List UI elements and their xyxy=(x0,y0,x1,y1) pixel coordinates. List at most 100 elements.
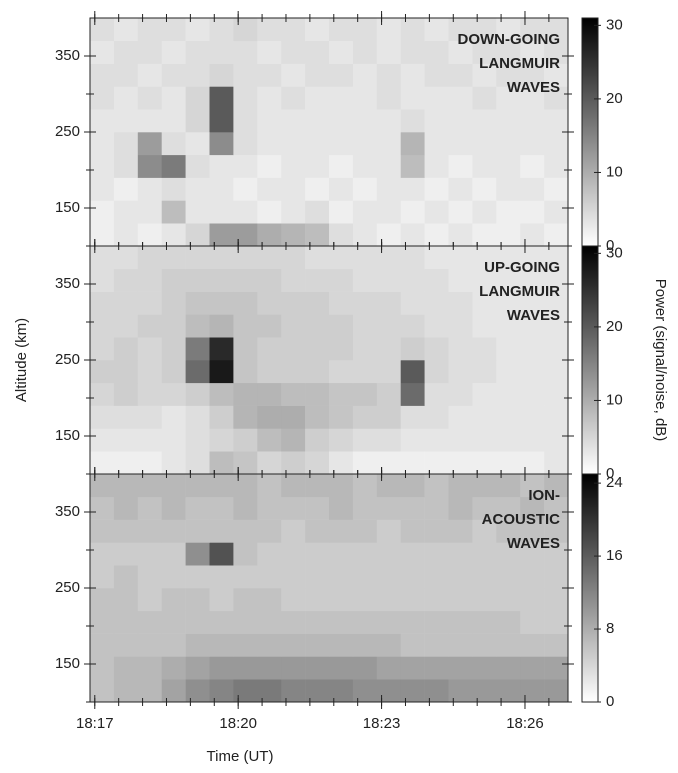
heat-cell xyxy=(137,496,162,520)
heat-cell xyxy=(161,474,186,498)
heat-cell xyxy=(305,656,330,680)
heat-cell xyxy=(209,314,234,338)
heat-cell xyxy=(113,132,139,156)
heat-cell xyxy=(400,633,425,657)
heat-cell xyxy=(376,565,401,589)
heat-cell xyxy=(90,246,115,270)
heat-cell xyxy=(400,428,425,452)
heat-cell xyxy=(544,656,568,680)
heat-cell xyxy=(257,451,282,474)
heat-cell xyxy=(424,656,449,680)
heat-cell xyxy=(209,474,234,498)
heat-cell xyxy=(113,428,139,452)
heat-cell xyxy=(448,63,473,87)
heat-cell xyxy=(329,223,354,246)
heat-cell xyxy=(496,86,521,110)
heat-cell xyxy=(424,679,449,702)
heat-cell xyxy=(520,633,545,657)
x-tick-label: 18:17 xyxy=(76,715,114,732)
heat-cell xyxy=(305,18,330,42)
heat-cell xyxy=(281,132,306,156)
heat-cell xyxy=(185,360,210,384)
heat-cell xyxy=(400,542,425,566)
heat-cell xyxy=(424,451,449,474)
heat-cell xyxy=(185,154,210,178)
heat-cell xyxy=(257,360,282,384)
heat-cell xyxy=(185,40,210,64)
heat-cell xyxy=(257,610,282,634)
heat-cell xyxy=(544,474,568,498)
y-tick-label: 150 xyxy=(55,199,80,216)
heat-cell xyxy=(400,610,425,634)
heat-cell xyxy=(161,451,186,474)
colorbar-label: Power (signal/noise, dB) xyxy=(652,279,669,442)
heat-cell xyxy=(496,246,521,270)
heat-cell xyxy=(424,177,449,201)
heat-cell xyxy=(544,63,568,87)
heat-cell xyxy=(544,633,568,657)
heat-cell xyxy=(496,360,521,384)
heat-cell xyxy=(472,588,497,612)
heat-cell xyxy=(113,223,139,246)
y-tick-label: 250 xyxy=(55,579,80,596)
heat-cell xyxy=(520,268,545,292)
heat-cell xyxy=(281,40,306,64)
heat-cell xyxy=(496,291,521,315)
heat-cell xyxy=(376,18,401,42)
heat-cell xyxy=(544,542,568,566)
heat-cell xyxy=(90,268,115,292)
heat-cell xyxy=(233,428,258,452)
heat-cell xyxy=(376,246,401,270)
colorbar xyxy=(581,245,599,475)
heat-cell xyxy=(113,451,139,474)
heat-cell xyxy=(185,314,210,338)
heat-cell xyxy=(544,132,568,156)
heat-cell xyxy=(233,405,258,429)
heat-cell xyxy=(137,519,162,543)
heat-cell xyxy=(209,405,234,429)
heat-cell xyxy=(352,18,378,42)
heat-cell xyxy=(520,428,545,452)
colorbar-tick-label: 0 xyxy=(606,693,614,710)
heat-cell xyxy=(496,610,521,634)
heat-cell xyxy=(448,177,473,201)
heat-cell xyxy=(137,451,162,474)
heat-cell xyxy=(137,633,162,657)
heat-cell xyxy=(400,200,425,224)
heat-cell xyxy=(209,496,234,520)
heat-cell xyxy=(281,154,306,178)
heat-cell xyxy=(305,519,330,543)
heat-cell xyxy=(185,18,210,42)
heat-cell xyxy=(496,405,521,429)
heat-cell xyxy=(329,474,354,498)
heat-cell xyxy=(233,200,258,224)
heat-cell xyxy=(137,405,162,429)
heat-cell xyxy=(209,154,234,178)
heat-cell xyxy=(257,542,282,566)
heat-cell xyxy=(329,542,354,566)
heat-cell xyxy=(90,428,115,452)
heat-cell xyxy=(472,382,497,406)
heat-cell xyxy=(424,565,449,589)
heat-cell xyxy=(209,633,234,657)
heat-cell xyxy=(448,405,473,429)
heat-cell xyxy=(496,428,521,452)
heat-cell xyxy=(113,519,139,543)
heat-cell xyxy=(424,428,449,452)
heat-cell xyxy=(329,291,354,315)
panel-annotation: ACOUSTIC xyxy=(482,511,561,528)
heat-cell xyxy=(281,519,306,543)
heat-cell xyxy=(352,63,378,87)
heat-cell xyxy=(352,337,378,361)
heat-cell xyxy=(400,268,425,292)
heat-cell xyxy=(233,588,258,612)
heat-cell xyxy=(233,542,258,566)
heat-cell xyxy=(185,633,210,657)
heat-cell xyxy=(305,382,330,406)
heat-cell xyxy=(209,610,234,634)
heat-cell xyxy=(281,86,306,110)
heat-cell xyxy=(496,496,521,520)
heat-cell xyxy=(520,519,545,543)
heat-cell xyxy=(209,542,234,566)
heat-cell xyxy=(257,86,282,110)
